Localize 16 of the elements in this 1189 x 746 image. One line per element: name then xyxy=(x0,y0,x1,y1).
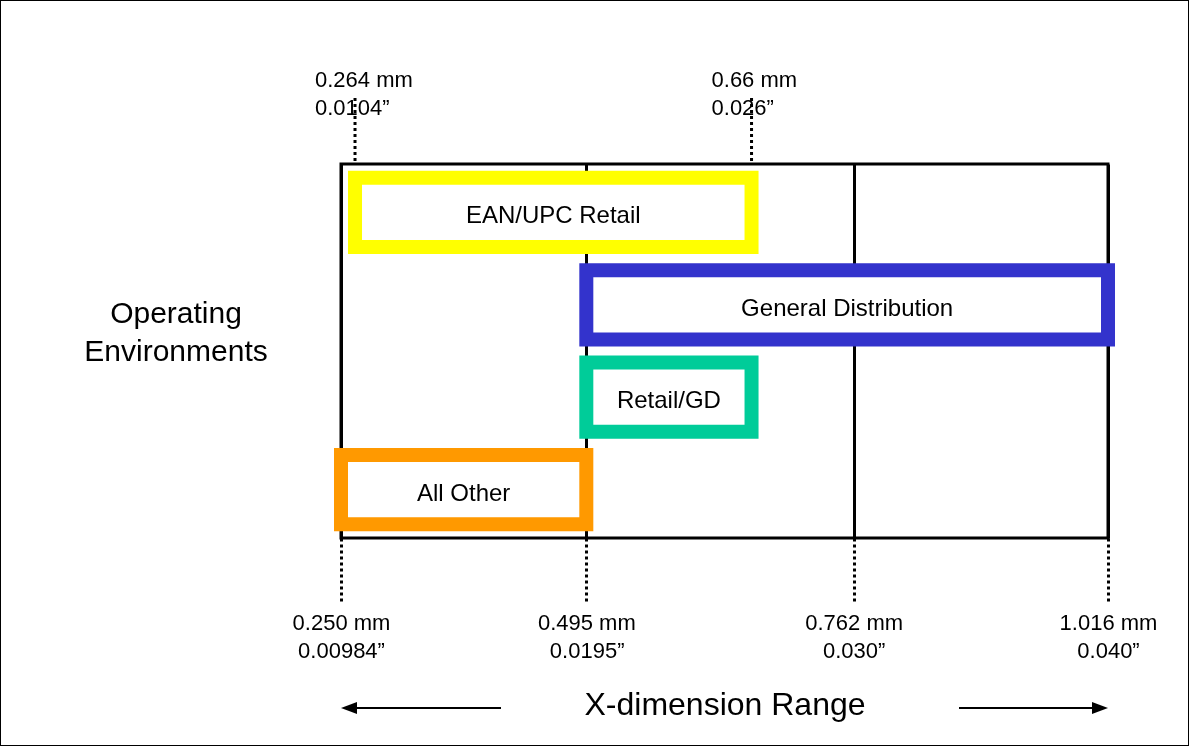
y-axis-title: Operating Environments xyxy=(84,296,268,367)
x2-tick-label: 0.030” xyxy=(822,637,886,663)
x-axis-title: X-dimension Range xyxy=(584,685,866,722)
ref-line-label: 0.66 mm 0.026” xyxy=(711,67,798,120)
y-tick-label: All Other xyxy=(416,478,511,506)
x2-tick-label: 0.040” xyxy=(1077,637,1140,663)
y-tick-label: Retail/GD xyxy=(616,386,721,414)
ref-line-label: 0.264 mm 0.0104” xyxy=(315,67,413,120)
x-tick-label: 0.762 mm xyxy=(805,609,904,635)
y-tick-label: General Distribution xyxy=(741,293,954,321)
x-tick-label: 1.016 mm xyxy=(1059,609,1158,635)
y-tick-label: EAN/UPC Retail xyxy=(465,201,641,229)
x-tick-label: 0.250 mm xyxy=(292,609,391,635)
x-tick-label: 0.495 mm xyxy=(537,609,636,635)
x2-tick-label: 0.00984” xyxy=(298,637,385,663)
x2-tick-label: 0.0195” xyxy=(549,637,625,663)
